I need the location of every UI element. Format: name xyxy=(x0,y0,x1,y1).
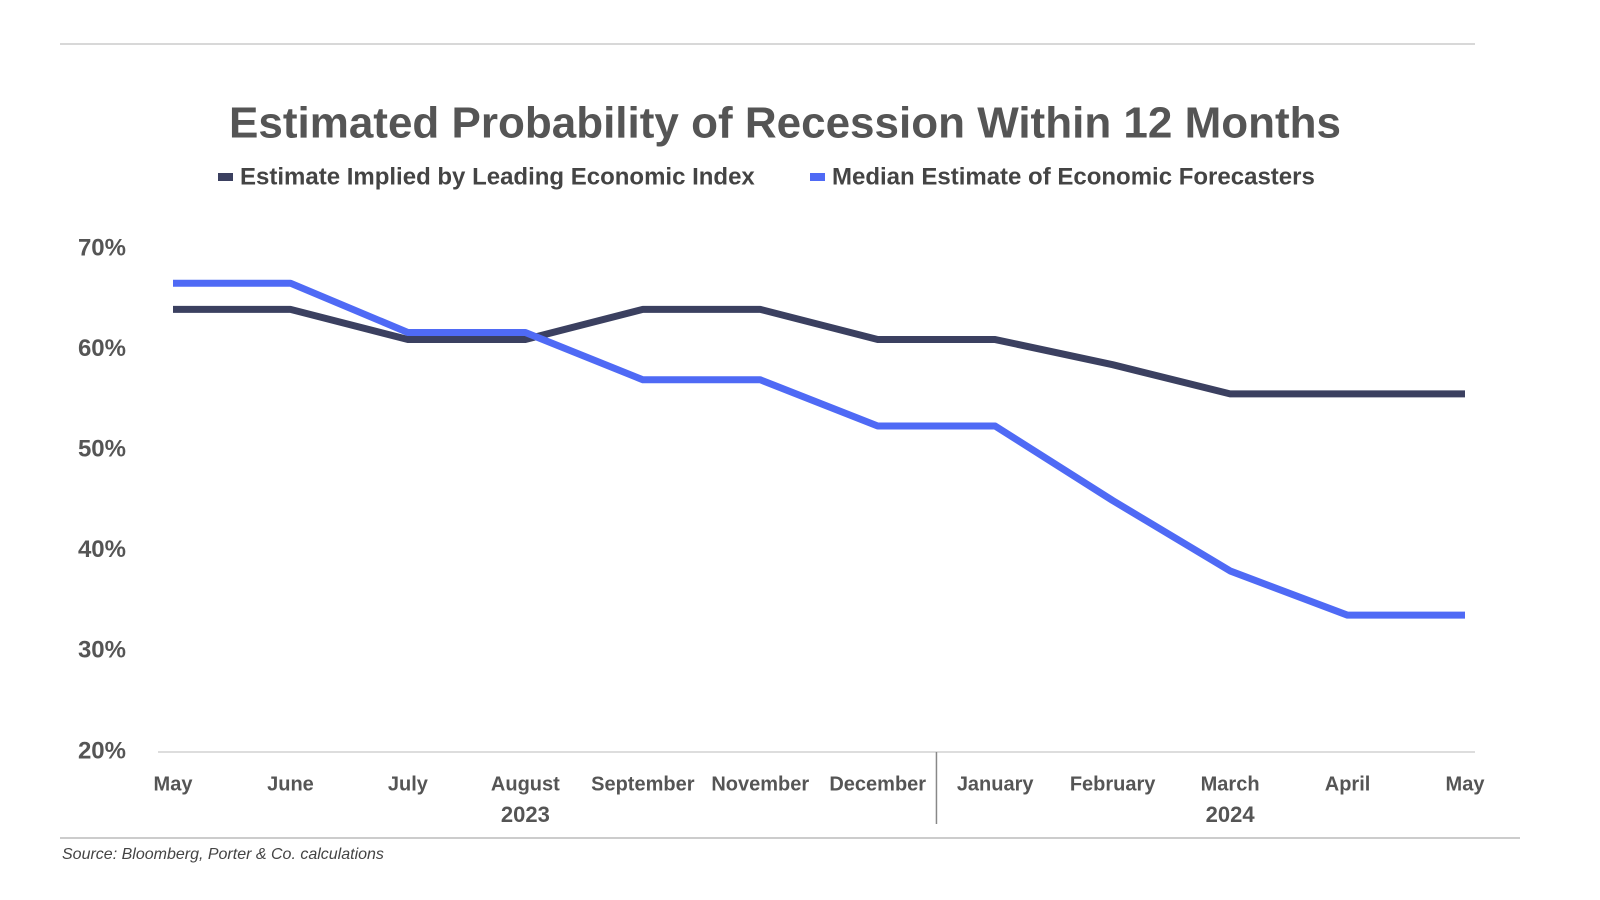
legend-swatch xyxy=(218,173,233,181)
series-line xyxy=(173,305,1465,398)
source: Source: Bloomberg, Porter & Co. calculat… xyxy=(62,846,384,863)
legend-label: Median Estimate of Economic Forecasters xyxy=(832,163,1315,190)
legend-label: Estimate Implied by Leading Economic Ind… xyxy=(240,163,755,190)
series-line xyxy=(173,279,1465,619)
x-tick-label: July xyxy=(388,773,429,795)
x-tick-label: November xyxy=(711,773,809,795)
chart-title: Estimated Probability of Recession Withi… xyxy=(229,99,1341,148)
legend-swatch xyxy=(810,173,825,181)
x-tick-label: September xyxy=(591,773,695,795)
y-tick-label: 50% xyxy=(78,436,126,463)
x-tick-label: August xyxy=(491,773,560,795)
x-tick-label: June xyxy=(267,773,314,795)
y-tick-label: 70% xyxy=(78,234,126,261)
x-group-label: 2024 xyxy=(1206,802,1256,827)
x-tick-label: February xyxy=(1070,773,1156,795)
y-tick-label: 40% xyxy=(78,536,126,563)
x-tick-label: January xyxy=(957,773,1035,795)
x-tick-label: May xyxy=(154,773,194,795)
y-tick-label: 60% xyxy=(78,335,126,362)
x-tick-label: April xyxy=(1325,773,1371,795)
x-tick-label: December xyxy=(829,773,926,795)
x-tick-label: May xyxy=(1446,773,1486,795)
y-tick-label: 30% xyxy=(78,637,126,664)
x-tick-label: March xyxy=(1201,773,1260,795)
x-group-label: 2023 xyxy=(501,802,550,827)
y-tick-label: 20% xyxy=(78,737,126,764)
